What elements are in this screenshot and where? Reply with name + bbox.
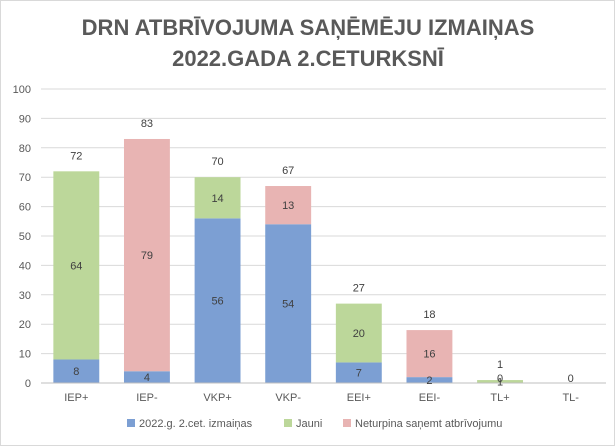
bar-segment (53, 171, 100, 360)
y-axis-tick-labels: 0 10 20 30 40 50 60 70 80 90 100 (13, 84, 31, 390)
legend-label: Jauni (296, 418, 322, 430)
total-label: 67 (282, 165, 294, 177)
bar-segment (123, 371, 170, 383)
bar-segment (265, 186, 312, 225)
bar-segment (477, 380, 524, 383)
total-label: 27 (353, 283, 365, 295)
chart-title-line-2: 2022.GADA 2.CETURKSNĪ (172, 46, 445, 71)
legend-swatch (127, 419, 135, 427)
x-axis-tick-labels: IEP+ IEP- VKP+ VKP- EEI+ EEI- TL+ TL- (64, 392, 579, 404)
data-label: 2 (426, 375, 432, 387)
bar-segment (335, 303, 382, 363)
x-tick-label: EEI- (419, 392, 441, 404)
data-label: 4 (144, 372, 150, 384)
bar-segment (335, 362, 382, 383)
chart-title-line-1: DRN ATBRĪVOJUMA SAŅĒMĒJU IZMAIŅAS (82, 15, 535, 40)
y-tick-label: 30 (19, 290, 31, 302)
x-tick-label: IEP- (136, 392, 158, 404)
y-tick-label: 100 (13, 84, 31, 96)
legend-label: Neturpina saņemt atbrīvojumu (355, 418, 502, 430)
x-tick-label: EEI+ (347, 392, 371, 404)
x-tick-label: TL+ (490, 392, 509, 404)
data-label: 54 (282, 299, 294, 311)
bar-segment (406, 330, 453, 378)
data-label: 79 (141, 250, 153, 262)
bar-segment (53, 359, 100, 383)
legend: 2022.g. 2.cet. izmaiņas Jauni Neturpina sa… (127, 418, 502, 430)
data-label: 8 (73, 366, 79, 378)
y-tick-label: 80 (19, 143, 31, 155)
y-tick-label: 40 (19, 260, 31, 272)
bar-segment (123, 138, 170, 372)
data-label: 14 (211, 193, 223, 205)
y-tick-label: 0 (25, 378, 31, 390)
x-tick-label: TL- (562, 392, 579, 404)
data-label: 16 (423, 349, 435, 361)
total-label: 83 (141, 118, 153, 130)
data-label: 1 (497, 377, 503, 389)
legend-label: 2022.g. 2.cet. izmaiņas (139, 418, 253, 430)
total-label: 72 (70, 150, 82, 162)
total-label: 18 (423, 309, 435, 321)
bar-segment (194, 218, 241, 383)
data-label: 20 (353, 328, 365, 340)
y-tick-label: 10 (19, 349, 31, 361)
x-tick-label: VKP- (275, 392, 301, 404)
bars (53, 138, 524, 383)
bar-segment (194, 177, 241, 219)
total-label: 1 (497, 359, 503, 371)
data-label: 56 (211, 296, 223, 308)
data-label: 13 (282, 200, 294, 212)
total-label: 70 (211, 156, 223, 168)
y-tick-label: 60 (19, 202, 31, 214)
bar-segment (406, 377, 453, 383)
bar-segment (265, 224, 312, 383)
x-tick-label: VKP+ (203, 392, 231, 404)
data-label: 0 (497, 373, 503, 385)
x-tick-label: IEP+ (64, 392, 88, 404)
legend-swatch (284, 419, 292, 427)
y-tick-label: 50 (19, 231, 31, 243)
y-tick-label: 20 (19, 319, 31, 331)
legend-swatch (343, 419, 351, 427)
data-label: 0 (568, 373, 574, 385)
y-tick-label: 70 (19, 172, 31, 184)
data-label: 7 (356, 368, 362, 380)
data-label: 64 (70, 260, 82, 272)
total-labels: 72 83 70 67 27 18 1 (70, 118, 503, 371)
y-tick-label: 90 (19, 113, 31, 125)
